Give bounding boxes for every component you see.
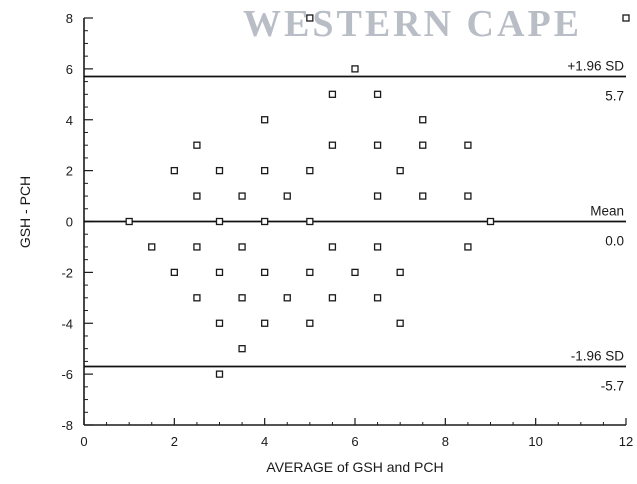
data-point — [283, 294, 291, 302]
data-point — [238, 243, 246, 251]
data-point — [464, 243, 472, 251]
data-point — [396, 268, 404, 277]
data-point — [373, 90, 382, 98]
y-tick-label: -4 — [61, 316, 73, 331]
data-point — [193, 294, 201, 302]
data-point — [419, 141, 427, 149]
data-point — [215, 319, 224, 327]
data-point — [328, 90, 337, 98]
x-tick-label: 0 — [80, 434, 87, 449]
data-point — [306, 268, 314, 277]
data-point — [238, 192, 246, 200]
y-tick-label: 2 — [66, 164, 73, 179]
data-point — [193, 141, 201, 149]
reference-line-value: -5.7 — [601, 378, 624, 393]
watermark-text: WESTERN CAPE — [243, 3, 582, 45]
y-tick-label: -6 — [61, 367, 73, 382]
data-point — [261, 166, 269, 175]
data-point — [170, 166, 178, 175]
y-tick-label: 8 — [66, 11, 73, 26]
y-axis-title: GSH - PCH — [17, 176, 33, 248]
data-point — [215, 166, 224, 175]
data-point — [328, 243, 337, 251]
x-tick-label: 12 — [619, 434, 633, 449]
x-axis-title: AVERAGE of GSH and PCH — [266, 459, 443, 475]
data-point — [261, 268, 269, 277]
x-tick-label: 10 — [528, 434, 542, 449]
reference-line-label: +1.96 SD — [567, 59, 624, 74]
reference-lines: +1.96 SD 5.7 Mean 0.0 -1.96 SD -5.7 — [84, 59, 626, 393]
x-tick-label: 2 — [171, 434, 178, 449]
x-tick-label: 8 — [442, 434, 449, 449]
data-point — [328, 294, 337, 302]
y-tick-label: 6 — [66, 62, 73, 77]
reference-line-value: 0.0 — [605, 234, 624, 249]
axis-ticks: 8 6 4 2 0 -2 -4 -6 -8 0 2 4 6 8 10 12 — [61, 11, 633, 449]
data-point — [373, 141, 382, 149]
data-point — [396, 166, 404, 175]
data-point — [238, 345, 246, 353]
data-point — [148, 243, 156, 251]
data-point — [419, 192, 427, 200]
data-point — [419, 116, 427, 124]
data-point — [464, 141, 472, 149]
data-point — [261, 116, 269, 124]
data-point — [328, 141, 337, 149]
data-point — [373, 294, 382, 302]
data-point — [215, 370, 224, 378]
data-point — [261, 217, 269, 226]
y-tick-label: -2 — [61, 265, 73, 280]
data-point — [238, 294, 246, 302]
y-tick-label: 0 — [66, 215, 73, 230]
data-point — [261, 319, 269, 327]
data-point — [622, 14, 630, 22]
data-point — [125, 217, 133, 226]
x-tick-label: 6 — [351, 434, 358, 449]
data-point — [396, 319, 404, 327]
data-point — [306, 166, 314, 175]
data-point — [373, 192, 382, 200]
data-point — [306, 319, 314, 327]
data-point — [170, 268, 178, 277]
reference-line-label: Mean — [590, 204, 624, 219]
data-point — [486, 217, 495, 226]
data-point — [193, 243, 201, 251]
data-point — [351, 65, 359, 73]
y-tick-label: -8 — [61, 418, 73, 433]
reference-line-value: 5.7 — [605, 89, 624, 104]
x-tick-label: 4 — [261, 434, 268, 449]
data-point — [215, 268, 224, 277]
data-points — [125, 14, 630, 378]
data-point — [215, 217, 224, 226]
data-point — [464, 192, 472, 200]
y-tick-label: 4 — [66, 113, 73, 128]
data-point — [193, 192, 201, 200]
data-point — [306, 217, 314, 226]
data-point — [306, 14, 314, 22]
data-point — [373, 243, 382, 251]
reference-line-label: -1.96 SD — [571, 348, 625, 363]
data-point — [283, 192, 291, 200]
data-point — [351, 268, 359, 277]
